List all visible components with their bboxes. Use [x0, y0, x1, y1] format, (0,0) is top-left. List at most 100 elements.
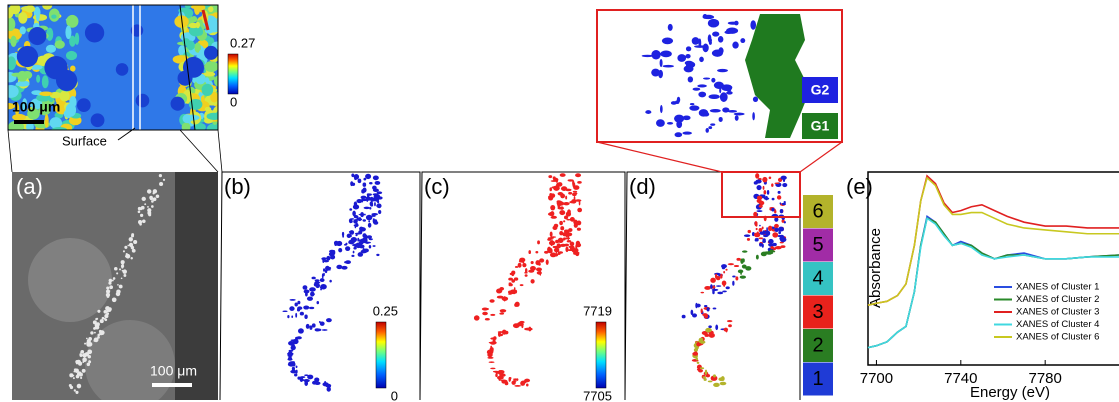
particle	[368, 244, 372, 249]
particle	[710, 277, 716, 283]
particle	[535, 267, 542, 272]
sem-speck	[116, 272, 119, 275]
particle	[577, 181, 582, 184]
sem-speck	[74, 368, 79, 373]
particle	[530, 260, 534, 265]
map-edge	[201, 9, 210, 31]
particle	[691, 313, 698, 318]
particle	[359, 239, 364, 245]
particle	[353, 224, 359, 227]
particle	[754, 239, 758, 242]
particle	[519, 284, 524, 287]
particle	[345, 260, 351, 265]
particle	[569, 217, 575, 222]
sem-speck	[103, 317, 106, 320]
particle	[695, 303, 701, 308]
sem-speck	[140, 213, 144, 217]
inset-particle	[676, 120, 683, 129]
particle	[763, 190, 767, 195]
sem-speck	[112, 277, 116, 280]
particle	[501, 379, 507, 384]
particle	[767, 225, 773, 232]
colorbar-min: 0	[391, 388, 398, 402]
particle	[717, 291, 724, 295]
particle	[353, 201, 358, 207]
sem-speck	[75, 359, 79, 364]
particle	[349, 234, 352, 238]
legend-label: XANES of Cluster 4	[1016, 319, 1099, 330]
sem-speck	[120, 277, 123, 280]
particle	[352, 250, 355, 254]
particle	[756, 210, 763, 213]
particle	[326, 255, 331, 261]
particle	[326, 386, 331, 392]
map-patch	[74, 32, 80, 45]
particle	[357, 237, 360, 242]
particle	[319, 321, 325, 326]
map-patch	[206, 123, 218, 130]
inset-particle	[651, 68, 660, 77]
particle	[297, 306, 303, 310]
panel-label: (e)	[846, 174, 873, 199]
sem-speck	[81, 354, 84, 357]
particle	[572, 251, 580, 255]
particle	[698, 369, 703, 373]
particle	[574, 192, 578, 195]
map-patch	[193, 122, 206, 130]
map-patch	[210, 91, 218, 103]
particle	[573, 196, 576, 201]
particle	[715, 275, 721, 281]
zoom-line	[799, 141, 843, 173]
sem-speck	[88, 337, 92, 341]
inset-particle	[661, 37, 674, 45]
particle	[341, 231, 345, 237]
inset-particle	[752, 112, 755, 121]
particle	[551, 186, 558, 189]
series-line	[867, 216, 1119, 349]
particle	[559, 201, 565, 206]
sem-speck	[87, 349, 93, 355]
particle	[524, 274, 528, 277]
particle	[335, 243, 342, 246]
particle	[681, 314, 686, 319]
map-patch	[12, 113, 26, 121]
sem-speck	[141, 196, 146, 202]
group-swatch	[802, 77, 838, 103]
inset-particle	[660, 50, 672, 58]
particle	[715, 324, 719, 331]
particle	[756, 195, 763, 201]
sem-speck	[125, 253, 131, 259]
inset-particle	[685, 53, 691, 59]
sem-speck	[121, 269, 124, 272]
map-patch	[15, 81, 30, 87]
particle	[725, 268, 728, 271]
particle	[780, 245, 786, 248]
particle	[528, 326, 532, 332]
particle	[297, 328, 304, 334]
series-line	[867, 176, 1119, 306]
cluster-label: 1	[812, 368, 823, 390]
connector	[7, 129, 13, 173]
sem-speck	[142, 219, 146, 224]
particle	[353, 246, 357, 250]
inset-particle	[697, 84, 707, 88]
sem-speck	[103, 309, 108, 314]
map-patch	[188, 22, 199, 29]
sem-speck	[78, 372, 83, 377]
sem-speck	[155, 194, 160, 199]
particle	[505, 382, 509, 386]
particle	[564, 229, 569, 233]
particle	[765, 196, 768, 201]
group-label: G1	[811, 118, 830, 134]
particle	[710, 284, 713, 289]
particle	[754, 233, 758, 236]
particle	[473, 315, 480, 321]
sem-speck	[116, 289, 121, 294]
particle	[352, 210, 356, 217]
sem-speck	[131, 233, 135, 236]
pointer	[117, 127, 136, 141]
particle	[366, 235, 372, 239]
inset-particle	[709, 108, 721, 113]
particle	[498, 333, 504, 337]
particle	[299, 376, 306, 379]
